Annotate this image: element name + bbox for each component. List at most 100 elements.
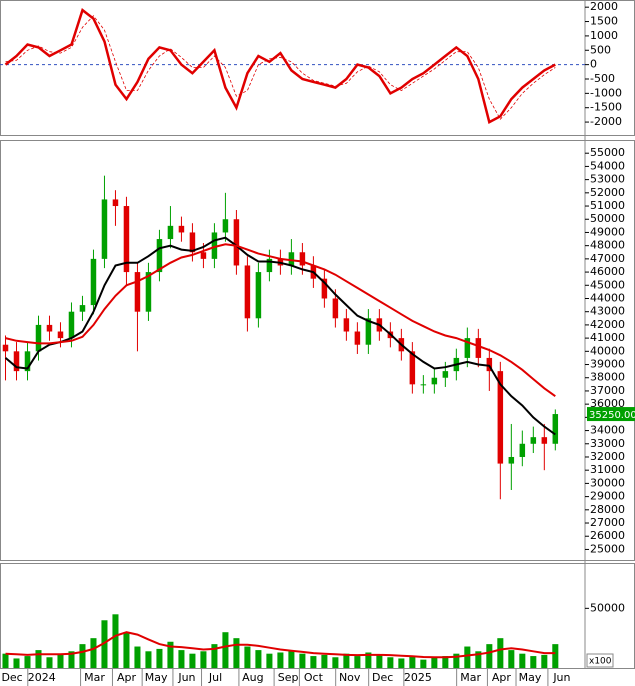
volume-bar xyxy=(123,632,130,668)
candle-body xyxy=(178,225,185,233)
candle-body xyxy=(464,338,471,358)
volume-bar xyxy=(420,659,427,668)
volume-bar xyxy=(255,650,262,668)
y-tick-label: 1500 xyxy=(590,15,618,28)
volume-bar xyxy=(541,654,548,668)
volume-bar xyxy=(24,656,31,668)
volume-bar xyxy=(299,653,306,668)
volume-bar xyxy=(2,653,9,668)
candle-body xyxy=(420,384,427,386)
y-tick-label: 33000 xyxy=(590,437,625,450)
candle-body xyxy=(189,232,196,253)
candle-body xyxy=(288,252,295,266)
volume-bar xyxy=(354,656,361,668)
volume-bar xyxy=(530,656,537,668)
y-tick-label: -1000 xyxy=(590,86,622,99)
x-tick-label: 2024 xyxy=(28,671,56,684)
candle-body xyxy=(486,357,493,372)
volume-bar xyxy=(200,651,207,668)
y-tick-label: 0 xyxy=(590,58,597,71)
y-tick-label: 25000 xyxy=(590,542,625,555)
x-tick-label: May xyxy=(519,671,542,684)
x-tick-label: Jul xyxy=(208,671,222,684)
x-tick-label: Sep xyxy=(278,671,299,684)
volume-bar xyxy=(35,650,42,668)
y-tick-label: -500 xyxy=(590,72,615,85)
moving-average xyxy=(4,236,556,436)
volume-bar xyxy=(486,644,493,668)
y-tick-label: 43000 xyxy=(590,305,625,318)
volume-bar xyxy=(134,646,141,668)
y-tick-label: 37000 xyxy=(590,384,625,397)
y-tick-label: 50000 xyxy=(590,601,625,614)
y-tick-label: 29000 xyxy=(590,490,625,503)
candle-body xyxy=(134,272,141,312)
volume-bar xyxy=(453,653,460,668)
volume-bar xyxy=(409,656,416,668)
volume-average xyxy=(5,631,556,659)
candle-body xyxy=(442,371,449,378)
moving-average xyxy=(5,243,556,398)
candle-body xyxy=(552,414,559,444)
candle-body xyxy=(156,239,163,273)
y-tick-label: 31000 xyxy=(590,463,625,476)
x-tick-label: May xyxy=(145,671,168,684)
candle-body xyxy=(365,318,372,345)
x-tick-label: Nov xyxy=(339,671,361,684)
y-tick-label: 41000 xyxy=(590,331,625,344)
candle-body xyxy=(244,265,251,319)
candle-body xyxy=(332,298,339,319)
candle-body xyxy=(200,252,207,259)
candle-body xyxy=(255,272,262,319)
y-tick-label: 49000 xyxy=(590,225,625,238)
candle-body xyxy=(475,338,482,358)
y-tick-label: 28000 xyxy=(590,503,625,516)
y-tick-label: 45000 xyxy=(590,278,625,291)
candle-body xyxy=(46,324,53,332)
volume-bar xyxy=(90,638,97,668)
last-price-box xyxy=(587,407,635,422)
y-tick-label: 34000 xyxy=(590,424,625,437)
x-tick-label: Aug xyxy=(242,671,263,684)
candle-body xyxy=(409,351,416,385)
y-tick-label: 40000 xyxy=(590,344,625,357)
volume-bar xyxy=(332,657,339,668)
candle-body xyxy=(112,199,119,207)
volume-bar xyxy=(167,641,174,668)
volume-bar xyxy=(310,656,317,668)
volume-bar xyxy=(343,653,350,668)
candle-body xyxy=(57,331,64,339)
x-tick-label: Oct xyxy=(304,671,324,684)
y-tick-label: 500 xyxy=(590,43,611,56)
volume-bar xyxy=(376,654,383,668)
volume-bar xyxy=(244,646,251,668)
candle-body xyxy=(101,199,108,259)
candle-body xyxy=(24,351,31,372)
y-tick-label: 26000 xyxy=(590,529,625,542)
volume-bar xyxy=(442,656,449,668)
oscillator-line xyxy=(4,8,556,124)
volume-bar xyxy=(398,658,405,668)
y-tick-label: 54000 xyxy=(590,159,625,172)
panel-frame xyxy=(0,140,635,561)
y-tick-label: 46000 xyxy=(590,265,625,278)
volume-bar xyxy=(112,614,119,668)
x-tick-label: Mar xyxy=(84,671,105,684)
y-tick-label: 53000 xyxy=(590,173,625,186)
candle-body xyxy=(68,311,75,339)
candle-body xyxy=(530,437,537,444)
y-tick-label: 51000 xyxy=(590,199,625,212)
x-tick-label: Jun xyxy=(177,671,195,684)
volume-bar xyxy=(475,651,482,668)
x-tick-label: Dec xyxy=(372,671,393,684)
candle-body xyxy=(167,225,174,240)
y-tick-label: 36000 xyxy=(590,397,625,410)
volume-bar xyxy=(178,650,185,668)
volume-bar xyxy=(68,651,75,668)
candle-body xyxy=(233,219,240,266)
volume-bar xyxy=(156,648,163,668)
y-tick-label: -2000 xyxy=(590,115,622,128)
volume-bar xyxy=(519,653,526,668)
volume-bar xyxy=(387,657,394,668)
